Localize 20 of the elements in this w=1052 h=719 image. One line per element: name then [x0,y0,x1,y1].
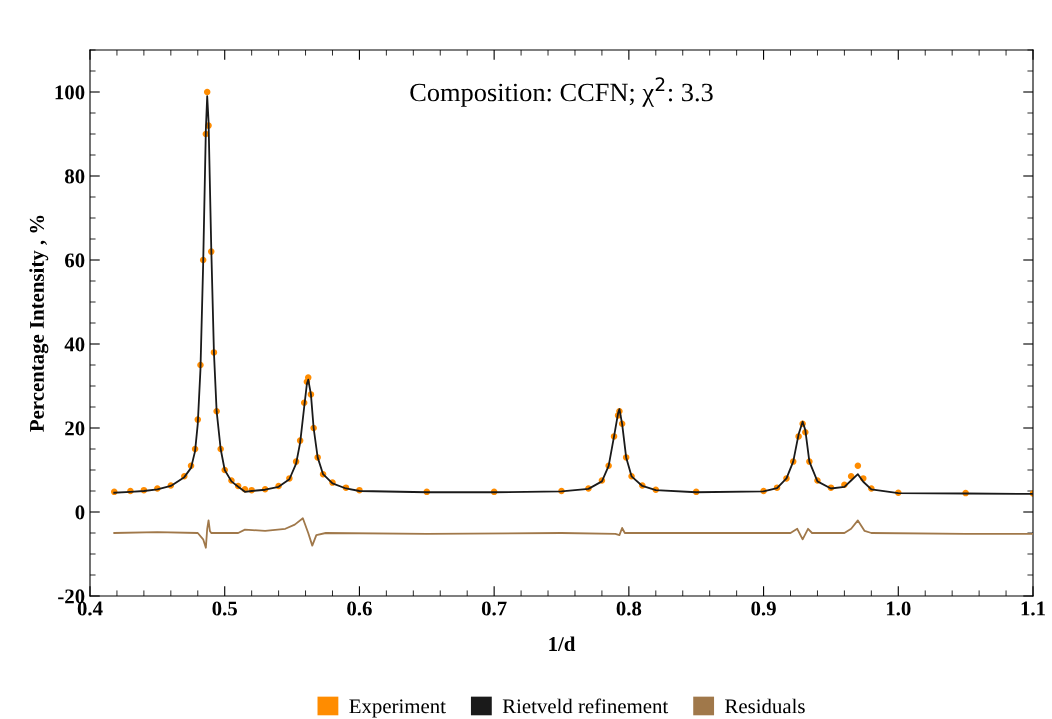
legend-label: Experiment [349,699,446,718]
y-tick-label: 60 [65,253,85,268]
legend-label: Residuals [725,698,805,714]
x-tick-label: 0.7 [481,601,507,616]
text: Composition: CCFN; χ$^{2}$: 3.3 [410,77,713,107]
y-tick-label: 80 [65,169,85,184]
x-axis-title: 1/d [549,636,576,652]
x-tick-label: 1.1 [1021,601,1045,616]
y-tick-label: 100 [55,85,85,100]
legend-label: Rietveld refinement [502,698,669,714]
y-tick-label: 0 [75,505,85,520]
y-tick-label: 40 [64,337,85,352]
y-tick-label: 20 [65,421,85,436]
x-tick-label: 0.5 [212,601,237,616]
x-tick-label: 1.0 [886,601,911,616]
x-tick-label: 0.6 [347,601,372,616]
x-tick-label: 0.8 [616,601,642,616]
line-series [113,517,1033,549]
x-tick-label: 0.9 [751,601,776,616]
y-axis-title: Percentage Intensity , % [29,215,49,432]
